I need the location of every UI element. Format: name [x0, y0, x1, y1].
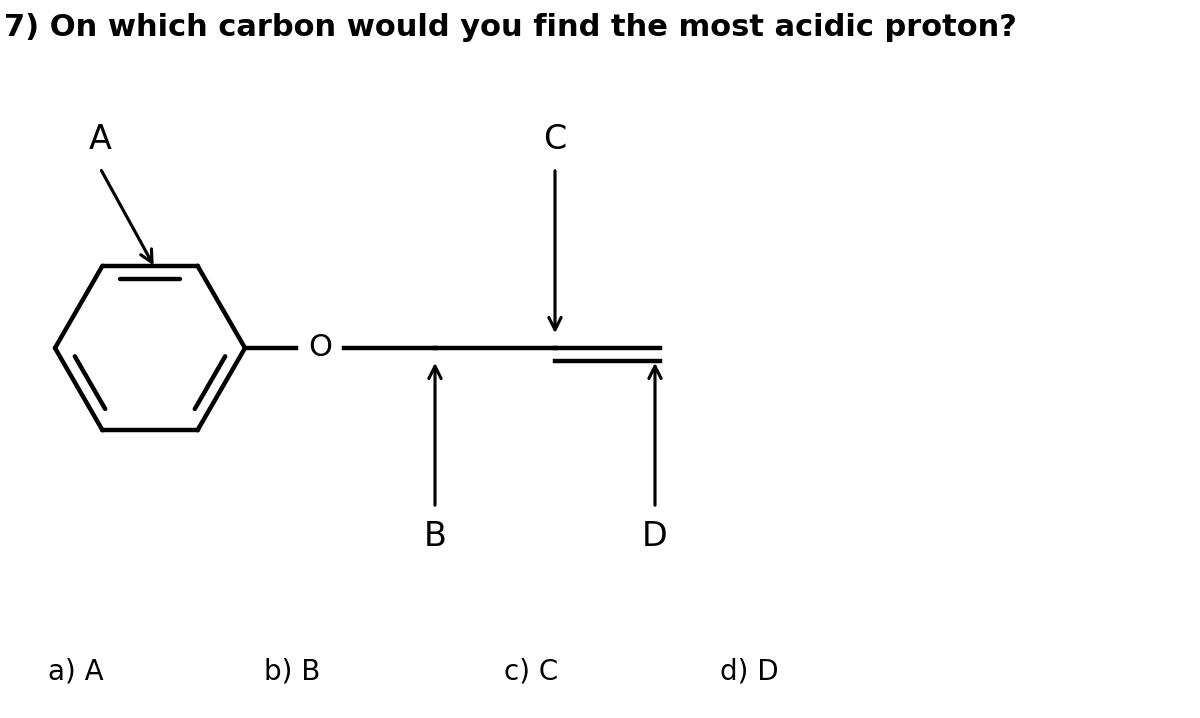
Text: A: A — [89, 123, 112, 156]
Text: b) B: b) B — [264, 658, 320, 686]
Text: c) C: c) C — [504, 658, 558, 686]
Text: d) D: d) D — [720, 658, 779, 686]
Text: D: D — [642, 520, 668, 553]
Text: 7) On which carbon would you find the most acidic proton?: 7) On which carbon would you find the mo… — [4, 13, 1016, 42]
Text: O: O — [308, 333, 332, 363]
Text: a) A: a) A — [48, 658, 103, 686]
Text: C: C — [544, 123, 566, 156]
Text: B: B — [424, 520, 446, 553]
